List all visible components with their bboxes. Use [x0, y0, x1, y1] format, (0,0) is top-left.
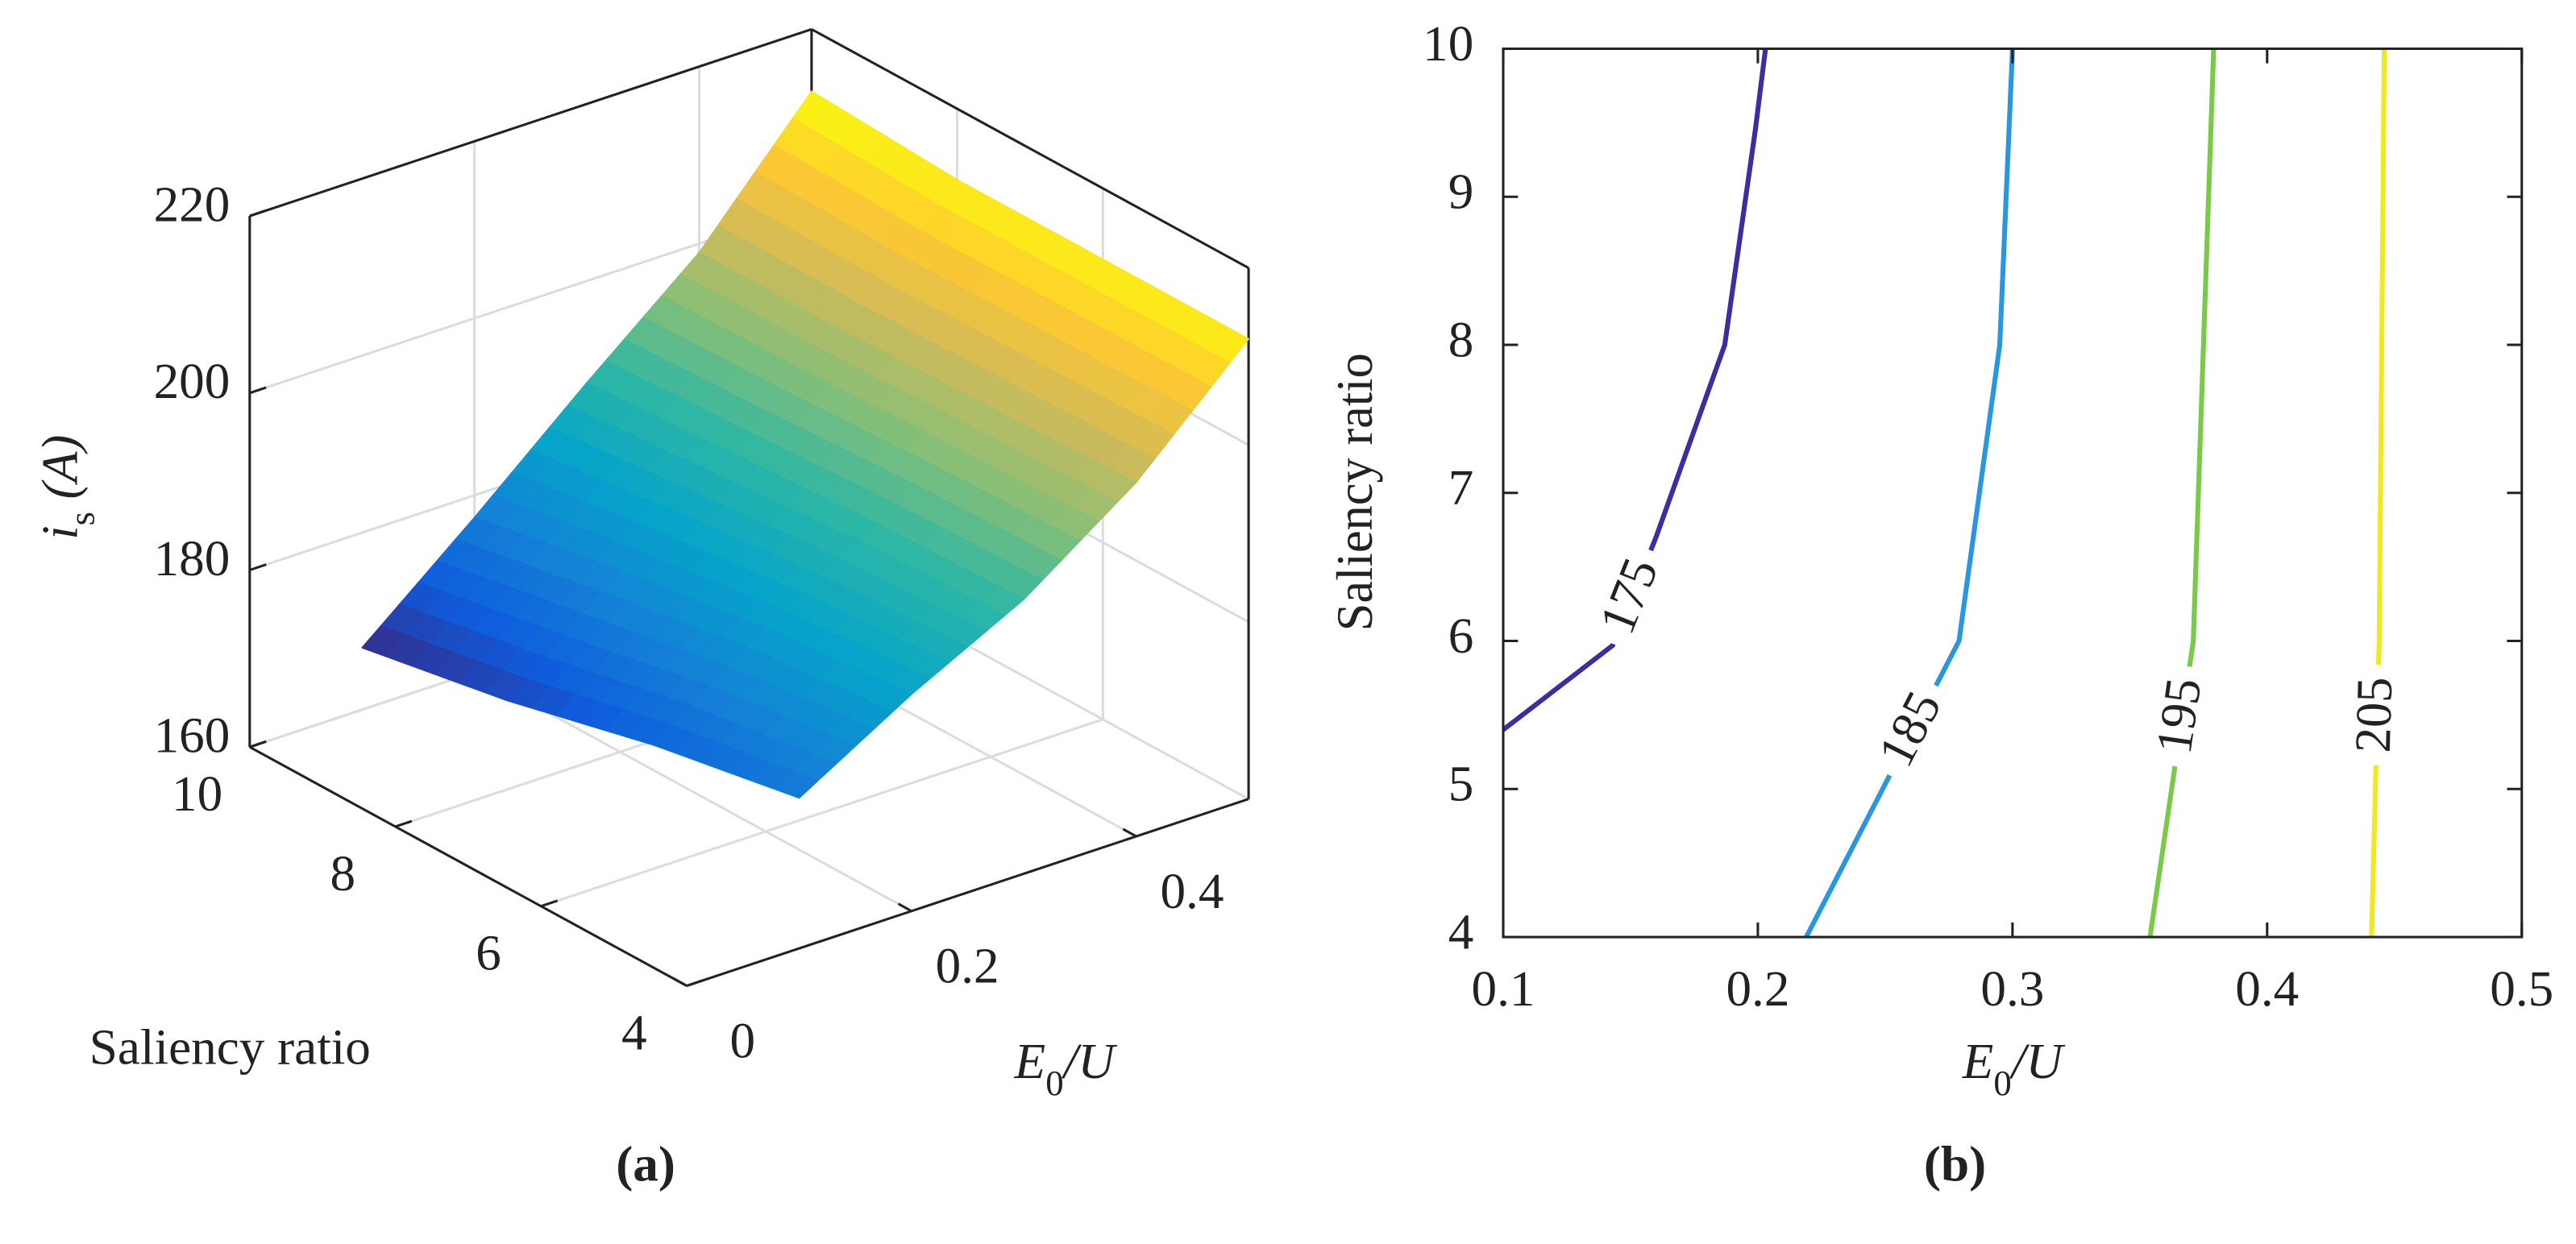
- label-subscript: 0: [1045, 1064, 1063, 1104]
- box-edge: [249, 27, 812, 218]
- x-tick-label: 0.4: [2235, 960, 2299, 1017]
- surface-patch: [774, 770, 819, 799]
- contour-line: [1804, 48, 2015, 939]
- tick-mark: [249, 740, 267, 748]
- surface-cell: [698, 90, 958, 333]
- tick-mark: [249, 386, 267, 395]
- label-subscript: 0: [1993, 1064, 2011, 1104]
- x-axis: [686, 798, 1249, 987]
- tick-mark: [395, 819, 413, 828]
- panel-label: (b): [1924, 1136, 1986, 1192]
- tick-mark: [540, 899, 559, 908]
- label-rest: (A): [32, 435, 89, 512]
- tick-mark: [249, 563, 267, 571]
- z-tick-label: 160: [154, 707, 231, 764]
- x-tick-label: 0.5: [2490, 960, 2553, 1017]
- tick-mark: [1122, 827, 1137, 838]
- axis-label: E0/U: [1962, 1034, 2066, 1103]
- label-rest: /U: [1062, 1034, 1118, 1090]
- x-tick-label: 0.1: [1472, 960, 1535, 1017]
- contour-label-bg: [2149, 662, 2216, 770]
- x-tick-label: 0: [729, 1013, 755, 1069]
- z-tick-label: 180: [154, 530, 231, 587]
- y-tick-label: 8: [1448, 312, 1474, 368]
- contour-line: [2147, 48, 2217, 938]
- axis-label: E0/U: [1014, 1034, 1118, 1103]
- contour-label: 205: [2344, 677, 2403, 753]
- x-tick-label: 0.2: [1726, 960, 1789, 1017]
- label-symbol: i: [32, 525, 89, 539]
- surface-cell: [507, 570, 767, 746]
- surface-cell: [473, 382, 733, 571]
- y-tick-label: 9: [1448, 164, 1474, 220]
- y-tick-label: 5: [1448, 756, 1474, 812]
- y-tick-label: 4: [1448, 904, 1474, 960]
- grid-line: [540, 718, 1103, 908]
- contour-label-bg: [2350, 664, 2405, 766]
- surface-cell: [361, 516, 621, 702]
- surface-cell: [731, 331, 991, 525]
- y-tick-label: 6: [476, 925, 501, 981]
- surface-cell: [990, 258, 1249, 483]
- surface-cell: [765, 523, 1025, 695]
- label-symbol: E: [1962, 1034, 1994, 1090]
- y-axis: [249, 745, 688, 987]
- tick-mark: [249, 209, 267, 218]
- tick-mark: [897, 902, 912, 913]
- y-axis-label: Saliency ratio: [89, 1019, 371, 1076]
- y-tick-label: 10: [172, 765, 222, 822]
- x-tick-label: 0.2: [936, 938, 999, 994]
- plot-area: [1503, 48, 2522, 938]
- label-symbol: E: [1014, 1034, 1046, 1090]
- surface-cell: [586, 251, 846, 454]
- contour-label-bg: [1866, 674, 1959, 787]
- y-axis-label: Saliency ratio: [1327, 353, 1383, 631]
- y-tick-label: 7: [1448, 459, 1474, 516]
- tick-mark: [686, 979, 704, 987]
- x-tick-label: 0.4: [1160, 863, 1224, 919]
- x-tick-label: 0.3: [1980, 960, 2044, 1017]
- label-subscript: s: [62, 512, 102, 525]
- y-tick-label: 10: [1423, 15, 1473, 72]
- surface-cell: [652, 627, 912, 799]
- contour-label: 195: [2145, 674, 2212, 757]
- axis-label: is (A): [32, 435, 102, 540]
- contour-line: [1502, 48, 1768, 732]
- tick-mark: [672, 977, 688, 987]
- box-edge: [811, 27, 1249, 269]
- contour-label-bg: [1589, 541, 1676, 654]
- panel-label: (a): [616, 1136, 675, 1192]
- surface-cell: [877, 406, 1137, 600]
- label-rest: /U: [2009, 1034, 2066, 1090]
- z-tick-label: 220: [154, 176, 231, 233]
- y-tick-label: 4: [621, 1005, 647, 1061]
- surface-cell: [619, 453, 879, 629]
- z-tick-label: 200: [154, 353, 231, 409]
- contour-line: [2369, 48, 2387, 938]
- y-tick-label: 6: [1448, 607, 1474, 664]
- y-tick-label: 8: [330, 845, 356, 902]
- surface-cell: [844, 179, 1104, 408]
